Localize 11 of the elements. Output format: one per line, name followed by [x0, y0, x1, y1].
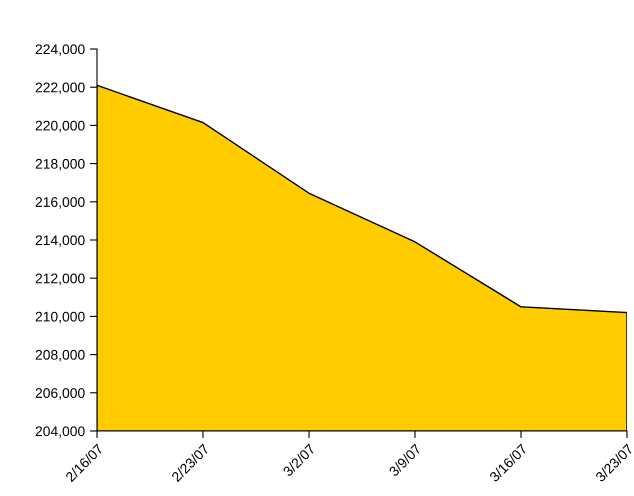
y-tick-label: 218,000 — [36, 158, 85, 170]
y-tick-label: 204,000 — [36, 426, 85, 438]
y-tick-label: 216,000 — [36, 197, 85, 209]
y-tick-label: 210,000 — [36, 312, 85, 324]
y-tick-label: 220,000 — [36, 120, 85, 132]
y-tick-label: 208,000 — [36, 350, 85, 362]
y-tick-label: 214,000 — [36, 235, 85, 247]
y-tick-label: 224,000 — [36, 44, 85, 56]
y-tick-label: 212,000 — [36, 274, 85, 286]
y-tick-label: 222,000 — [36, 82, 85, 94]
y-tick-label: 206,000 — [36, 388, 85, 400]
